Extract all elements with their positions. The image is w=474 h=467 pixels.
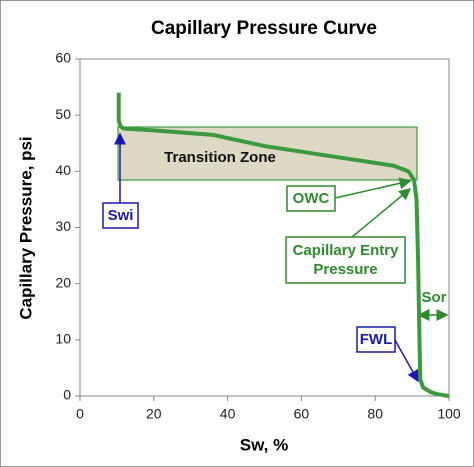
entry-label: Pressure: [313, 261, 377, 278]
y-tick-label: 30: [55, 218, 71, 234]
owc-arrow: [334, 177, 412, 199]
transition-zone-box: [117, 126, 418, 181]
fwl-arrow: [394, 339, 419, 383]
entry-arrow: [351, 188, 412, 238]
sor-label: Sor: [421, 289, 446, 306]
x-tick-label: 80: [367, 406, 383, 422]
transition-zone-label: Transition Zone: [164, 149, 276, 166]
y-tick-label: 60: [55, 50, 71, 66]
entry-label: Capillary Entry: [293, 242, 400, 259]
x-tick-label: 40: [220, 406, 236, 422]
owc-box: [286, 185, 336, 212]
x-tick-label: 0: [76, 406, 84, 422]
swi-label: Swi: [108, 207, 134, 224]
curve: [116, 92, 450, 398]
fwl-box: [356, 326, 396, 353]
x-tick-label: 100: [437, 406, 461, 422]
y-tick-label: 10: [55, 331, 71, 347]
y-tick-label: 40: [55, 162, 71, 178]
owc-label: OWC: [293, 190, 330, 207]
swi-box: [102, 202, 139, 229]
y-tick-label: 0: [63, 387, 71, 403]
y-axis-label: Capillary Pressure, psi: [16, 136, 35, 319]
annotations: Transition Zone Swi OWC Capillary Entry …: [102, 126, 449, 383]
x-tick-label: 20: [146, 406, 162, 422]
entry-box: [285, 236, 406, 284]
y-tick-label: 20: [55, 274, 71, 290]
chart-title: Capillary Pressure Curve: [151, 18, 377, 39]
y-tick-label: 50: [55, 106, 71, 122]
x-axis-label: Sw, %: [240, 435, 289, 454]
fwl-label: FWL: [360, 331, 392, 348]
x-tick-label: 60: [294, 406, 310, 422]
